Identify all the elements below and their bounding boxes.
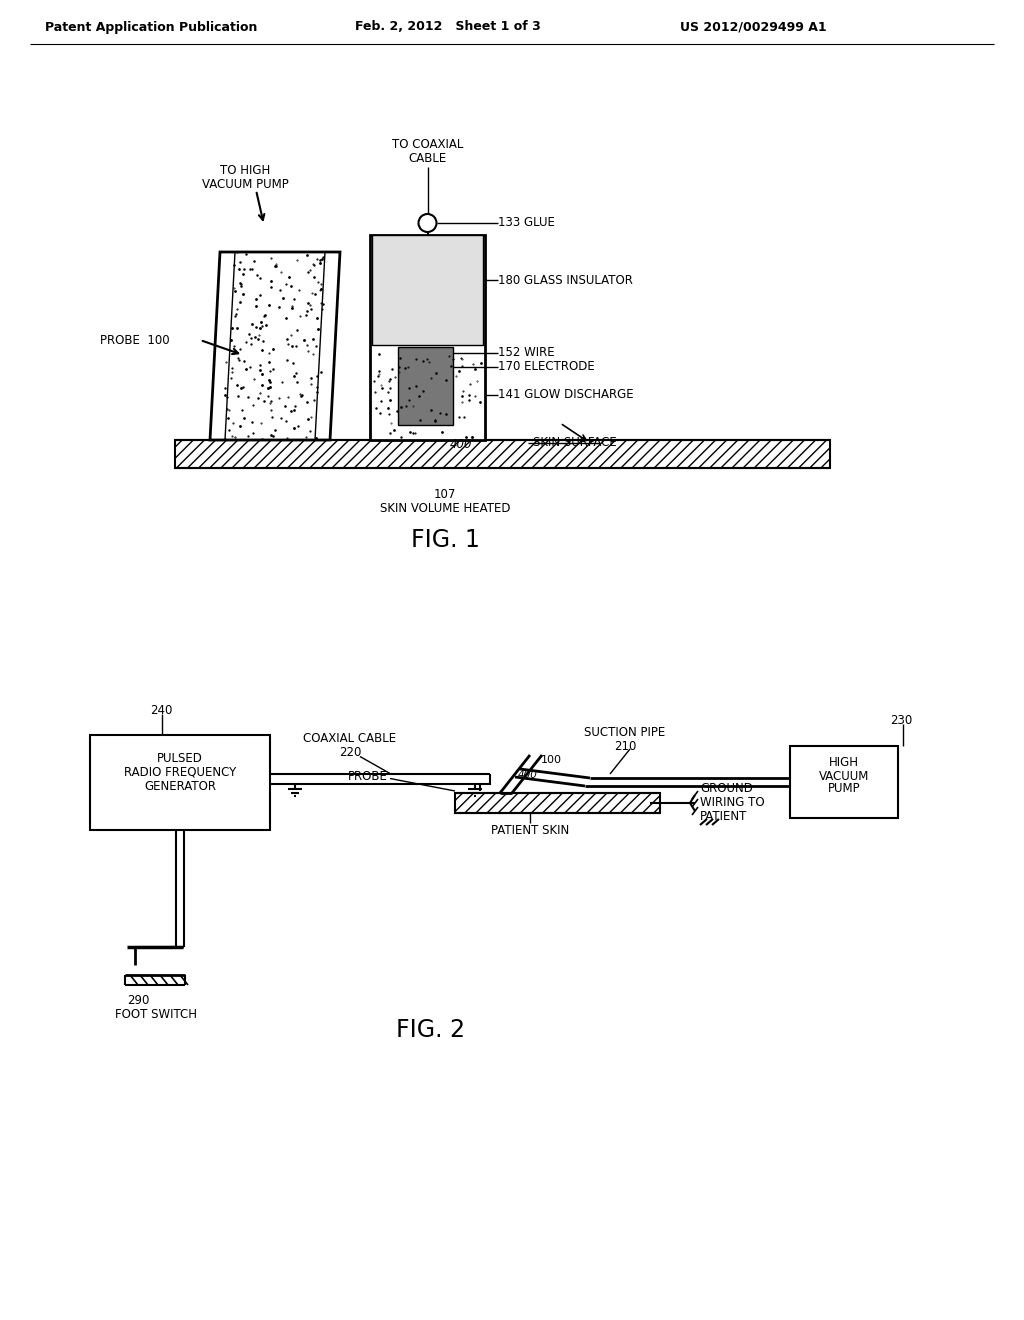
Polygon shape (210, 252, 340, 440)
Text: FIG. 2: FIG. 2 (395, 1018, 465, 1041)
Text: 152 WIRE: 152 WIRE (498, 346, 555, 359)
Text: 180 GLASS INSULATOR: 180 GLASS INSULATOR (498, 273, 633, 286)
Text: 220: 220 (339, 746, 361, 759)
Text: TO COAXIAL: TO COAXIAL (392, 139, 463, 152)
Text: Feb. 2, 2012   Sheet 1 of 3: Feb. 2, 2012 Sheet 1 of 3 (355, 21, 541, 33)
Text: SKIN SURFACE: SKIN SURFACE (534, 437, 616, 450)
Text: CABLE: CABLE (409, 153, 446, 165)
Bar (370, 235, 485, 440)
Text: 107: 107 (434, 488, 456, 502)
Text: FOOT SWITCH: FOOT SWITCH (115, 1008, 197, 1022)
Bar (175, 440, 830, 469)
Circle shape (419, 214, 436, 232)
Text: US 2012/0029499 A1: US 2012/0029499 A1 (680, 21, 826, 33)
Text: 100: 100 (541, 755, 562, 766)
Bar (398, 347, 453, 425)
Text: FIG. 1: FIG. 1 (411, 528, 479, 552)
Text: PUMP: PUMP (827, 783, 860, 796)
Text: PROBE  100: PROBE 100 (100, 334, 170, 346)
Text: Patent Application Publication: Patent Application Publication (45, 21, 257, 33)
Text: TO HIGH: TO HIGH (220, 164, 270, 177)
Text: 400: 400 (450, 438, 472, 451)
Text: RADIO FREQUENCY: RADIO FREQUENCY (124, 766, 237, 779)
Text: 230: 230 (890, 714, 912, 726)
Bar (790, 746, 898, 818)
Text: SUCTION PIPE: SUCTION PIPE (585, 726, 666, 738)
Text: 290: 290 (127, 994, 150, 1007)
Text: 210: 210 (613, 739, 636, 752)
Text: GROUND: GROUND (700, 783, 753, 796)
Bar (90, 735, 270, 830)
Text: 141 GLOW DISCHARGE: 141 GLOW DISCHARGE (498, 388, 634, 401)
Text: HIGH: HIGH (829, 756, 859, 770)
Text: PULSED: PULSED (157, 751, 203, 764)
Text: VACUUM PUMP: VACUUM PUMP (202, 177, 289, 190)
Text: 133 GLUE: 133 GLUE (498, 216, 555, 230)
Bar (372, 235, 483, 345)
Text: PATIENT: PATIENT (700, 810, 748, 824)
Text: SKIN VOLUME HEATED: SKIN VOLUME HEATED (380, 503, 510, 516)
Bar (455, 793, 660, 813)
Text: 240: 240 (150, 705, 172, 718)
Text: VACUUM: VACUUM (819, 770, 869, 783)
Text: GENERATOR: GENERATOR (144, 780, 216, 792)
Text: PATIENT SKIN: PATIENT SKIN (490, 825, 569, 837)
Text: PROBE: PROBE (348, 770, 388, 783)
Text: 170 ELECTRODE: 170 ELECTRODE (498, 360, 595, 374)
Text: 400: 400 (518, 770, 538, 780)
Text: COAXIAL CABLE: COAXIAL CABLE (303, 733, 396, 744)
Text: WIRING TO: WIRING TO (700, 796, 765, 809)
